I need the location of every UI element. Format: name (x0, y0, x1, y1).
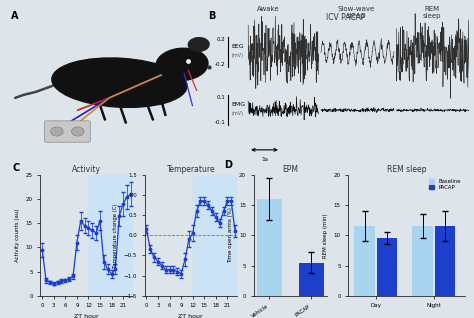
Text: -0.2: -0.2 (215, 62, 226, 67)
Ellipse shape (156, 48, 208, 80)
Text: REM
sleep: REM sleep (422, 6, 441, 19)
Bar (435, 226, 456, 296)
Bar (354, 226, 375, 296)
Text: 0.2: 0.2 (217, 37, 226, 42)
Text: Awake: Awake (257, 6, 280, 12)
Text: 1s: 1s (261, 157, 268, 162)
Bar (89, 175, 135, 296)
Ellipse shape (52, 58, 187, 107)
X-axis label: ZT hour: ZT hour (179, 314, 203, 318)
Text: D: D (224, 160, 232, 170)
Y-axis label: REM sleep (min): REM sleep (min) (323, 213, 328, 258)
Title: EPM: EPM (283, 165, 298, 174)
Circle shape (51, 127, 63, 136)
X-axis label: ZT hour: ZT hour (74, 314, 99, 318)
Bar (257, 199, 282, 296)
Bar (193, 175, 239, 296)
Bar (299, 263, 324, 296)
Text: ICV PACAP: ICV PACAP (326, 13, 366, 22)
FancyBboxPatch shape (45, 121, 90, 142)
Text: (mV): (mV) (232, 53, 244, 58)
Title: Activity: Activity (72, 165, 101, 174)
Text: EEG: EEG (232, 44, 245, 49)
Title: Temperature: Temperature (166, 165, 215, 174)
Y-axis label: Temperature change (C): Temperature change (C) (113, 203, 118, 267)
Text: EMG: EMG (232, 101, 246, 107)
Text: -0.1: -0.1 (215, 121, 226, 125)
Legend: Baseline, PACAP: Baseline, PACAP (428, 177, 462, 191)
Circle shape (72, 127, 84, 136)
Bar (412, 226, 433, 296)
Text: B: B (208, 11, 215, 21)
Ellipse shape (188, 38, 209, 52)
Y-axis label: Time open arms (%): Time open arms (%) (228, 207, 233, 263)
Text: 0.1: 0.1 (217, 95, 226, 100)
Text: C: C (13, 163, 20, 173)
Text: Slow-wave
sleep: Slow-wave sleep (337, 6, 375, 19)
Title: REM sleep: REM sleep (387, 165, 426, 174)
Bar (377, 238, 397, 296)
Text: (mV): (mV) (232, 111, 244, 116)
Text: A: A (11, 11, 18, 21)
Y-axis label: Activity counts (au): Activity counts (au) (15, 209, 20, 262)
